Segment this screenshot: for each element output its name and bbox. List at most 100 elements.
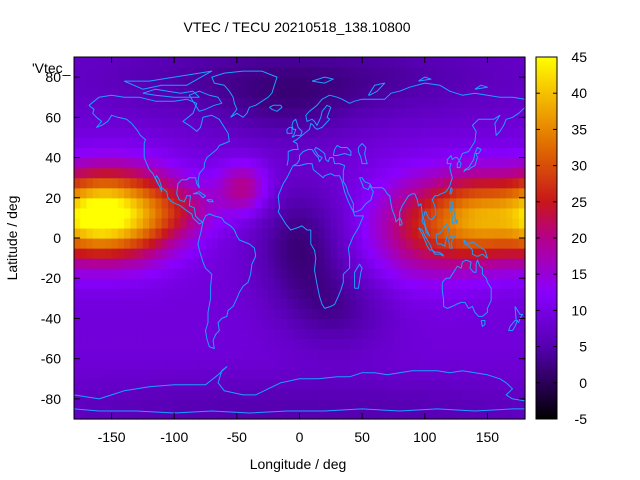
heatmap-cell xyxy=(380,117,388,128)
heatmap-cell xyxy=(443,408,451,420)
heatmap-cell xyxy=(337,157,344,169)
heatmap-cell xyxy=(105,167,113,179)
heatmap-cell xyxy=(318,127,326,139)
heatmap-cell xyxy=(161,207,169,219)
heatmap-cell xyxy=(412,338,420,350)
heatmap-cell xyxy=(493,67,501,78)
heatmap-cell xyxy=(399,298,407,309)
heatmap-cell xyxy=(462,157,470,169)
heatmap-cell xyxy=(280,147,288,159)
heatmap-cell xyxy=(499,207,507,219)
heatmap-cell xyxy=(224,57,232,68)
heatmap-cell xyxy=(293,368,301,380)
heatmap-cell xyxy=(355,207,363,219)
heatmap-cell xyxy=(468,348,476,360)
heatmap-cell xyxy=(337,298,344,309)
heatmap-cell xyxy=(431,268,438,279)
heatmap-cell xyxy=(481,167,489,179)
heatmap-cell xyxy=(230,87,238,98)
heatmap-cell xyxy=(149,227,157,239)
heatmap-cell xyxy=(199,187,207,199)
heatmap-cell xyxy=(117,167,125,179)
heatmap-cell xyxy=(249,77,257,88)
heatmap-cell xyxy=(374,358,382,370)
heatmap-cell xyxy=(362,157,369,169)
heatmap-cell xyxy=(412,278,420,289)
heatmap-cell xyxy=(405,227,413,239)
heatmap-cell xyxy=(205,238,213,249)
heatmap-cell xyxy=(318,348,326,360)
heatmap-cell xyxy=(337,217,344,229)
heatmap-cell xyxy=(274,187,282,199)
heatmap-cell xyxy=(468,288,476,299)
heatmap-cell xyxy=(218,378,225,390)
heatmap-cell xyxy=(299,57,307,68)
heatmap-cell xyxy=(149,298,157,309)
heatmap-cell xyxy=(149,318,157,330)
heatmap-cell xyxy=(399,177,407,189)
heatmap-cell xyxy=(92,278,100,289)
heatmap-cell xyxy=(487,177,495,189)
heatmap-cell xyxy=(224,368,232,380)
heatmap-cell xyxy=(161,258,169,269)
heatmap-cell xyxy=(136,57,144,68)
heatmap-cell xyxy=(236,318,244,330)
heatmap-cell xyxy=(474,97,482,108)
heatmap-cell xyxy=(506,388,514,400)
heatmap-cell xyxy=(268,338,276,350)
heatmap-cell xyxy=(481,117,489,128)
heatmap-cell xyxy=(512,278,520,289)
heatmap-cell xyxy=(142,318,150,330)
heatmap-cell xyxy=(412,77,420,88)
heatmap-cell xyxy=(218,77,225,88)
heatmap-cell xyxy=(243,328,250,340)
heatmap-cell xyxy=(243,258,250,269)
heatmap-cell xyxy=(456,398,463,410)
heatmap-cell xyxy=(299,187,307,199)
heatmap-cell xyxy=(355,97,363,108)
heatmap-cell xyxy=(355,197,363,209)
heatmap-cell xyxy=(362,117,369,128)
heatmap-cell xyxy=(236,77,244,88)
heatmap-cell xyxy=(318,87,326,98)
heatmap-cell xyxy=(380,338,388,350)
heatmap-cell xyxy=(174,288,182,299)
heatmap-cell xyxy=(124,187,131,199)
heatmap-cell xyxy=(224,217,232,229)
heatmap-cell xyxy=(443,248,451,259)
heatmap-cell xyxy=(318,57,326,68)
heatmap-cell xyxy=(243,207,250,219)
heatmap-cell xyxy=(80,57,88,68)
heatmap-cell xyxy=(286,238,294,249)
heatmap-cell xyxy=(80,87,88,98)
heatmap-cell xyxy=(343,358,351,370)
heatmap-cell xyxy=(111,127,119,139)
heatmap-cell xyxy=(481,268,489,279)
heatmap-cell xyxy=(149,308,157,320)
heatmap-cell xyxy=(437,117,445,128)
heatmap-cell xyxy=(86,268,94,279)
heatmap-cell xyxy=(512,248,520,259)
heatmap-cell xyxy=(305,67,313,78)
heatmap-cell xyxy=(393,157,401,169)
heatmap-cell xyxy=(205,197,213,209)
heatmap-cell xyxy=(318,207,326,219)
heatmap-cell xyxy=(174,338,182,350)
heatmap-cell xyxy=(305,318,313,330)
heatmap-cell xyxy=(449,408,457,420)
heatmap-cell xyxy=(462,378,470,390)
heatmap-cell xyxy=(305,238,313,249)
heatmap-cell xyxy=(161,107,169,118)
heatmap-cell xyxy=(230,318,238,330)
heatmap-cell xyxy=(431,197,438,209)
heatmap-cell xyxy=(499,298,507,309)
heatmap-cell xyxy=(130,248,138,259)
heatmap-cell xyxy=(230,308,238,320)
heatmap-cell xyxy=(481,157,489,169)
heatmap-cell xyxy=(343,87,351,98)
heatmap-cell xyxy=(136,338,144,350)
heatmap-cell xyxy=(274,197,282,209)
heatmap-cell xyxy=(437,97,445,108)
coastline xyxy=(211,70,278,118)
heatmap-cell xyxy=(330,388,338,400)
